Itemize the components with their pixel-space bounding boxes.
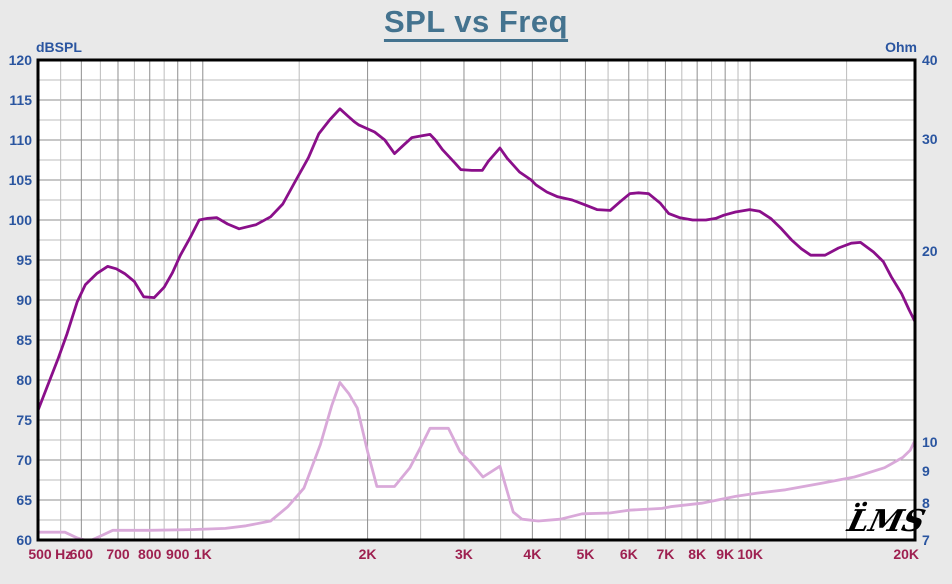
x-tick-label: 5K xyxy=(576,546,594,562)
y-right-tick-label: 8 xyxy=(922,495,930,511)
x-tick-label: 900 xyxy=(166,546,190,562)
x-tick-label: 500 xyxy=(28,546,52,562)
y-left-tick-label: 90 xyxy=(16,292,32,308)
x-tick-label: 7K xyxy=(656,546,674,562)
y-left-tick-label: 115 xyxy=(9,92,32,108)
y-left-tick-label: 70 xyxy=(16,452,32,468)
y-right-tick-label: 20 xyxy=(922,243,938,259)
x-tick-label: 8K xyxy=(688,546,706,562)
left-axis-ticks: 120 115 110 105 100 95 90 85 80 75 70 65 60 xyxy=(9,52,33,548)
x-tick-label: 1K xyxy=(194,546,212,562)
y-right-tick-label: 40 xyxy=(922,52,938,68)
logo-dot xyxy=(862,501,868,507)
y-right-tick-label: 7 xyxy=(922,532,930,548)
spl-curve xyxy=(39,107,914,412)
y-left-tick-label: 65 xyxy=(16,492,32,508)
y-left-tick-label: 95 xyxy=(16,252,32,268)
x-tick-label: 2K xyxy=(359,546,377,562)
y-left-tick-label: 80 xyxy=(16,372,32,388)
y-right-tick-label: 9 xyxy=(922,463,930,479)
y-left-unit-label: dBSPL xyxy=(36,39,82,55)
x-tick-label: 600 xyxy=(70,546,94,562)
x-tick-label: 9K xyxy=(716,546,734,562)
x-tick-label: 10K xyxy=(737,546,763,562)
y-left-tick-label: 100 xyxy=(9,212,33,228)
x-tick-label: 6K xyxy=(620,546,638,562)
y-left-tick-label: 120 xyxy=(9,52,33,68)
right-axis-ticks: 40 30 20 10 9 8 7 xyxy=(922,52,938,548)
y-left-tick-label: 60 xyxy=(16,532,32,548)
x-tick-label: 3K xyxy=(455,546,473,562)
y-left-tick-label: 85 xyxy=(16,332,32,348)
y-right-tick-label: 10 xyxy=(922,434,938,450)
grid-lines xyxy=(38,60,915,540)
x-tick-label: 800 xyxy=(138,546,162,562)
y-right-tick-label: 30 xyxy=(922,131,938,147)
plot-border xyxy=(36,58,917,542)
lms-logo: LMS xyxy=(843,501,929,539)
y-left-tick-label: 110 xyxy=(9,132,32,148)
x-axis-unit-label: Hz xyxy=(55,546,72,562)
logo-text: LMS xyxy=(843,503,929,538)
impedance-curve xyxy=(39,381,914,539)
chart-title: SPL vs Freq xyxy=(383,4,569,39)
curves xyxy=(39,107,914,539)
x-tick-label: 4K xyxy=(523,546,541,562)
y-left-tick-label: 105 xyxy=(9,172,33,188)
x-tick-label: 20K xyxy=(893,546,919,562)
logo-dot xyxy=(855,502,860,508)
y-left-tick-label: 75 xyxy=(16,412,32,428)
y-right-unit-label: Ohm xyxy=(885,39,917,55)
x-axis-ticks: 500 600 700 800 900 1K 2K 3K 4K 5K 6K 7K 8K 9K 10K 20K xyxy=(28,546,919,562)
x-tick-label: 700 xyxy=(106,546,130,562)
